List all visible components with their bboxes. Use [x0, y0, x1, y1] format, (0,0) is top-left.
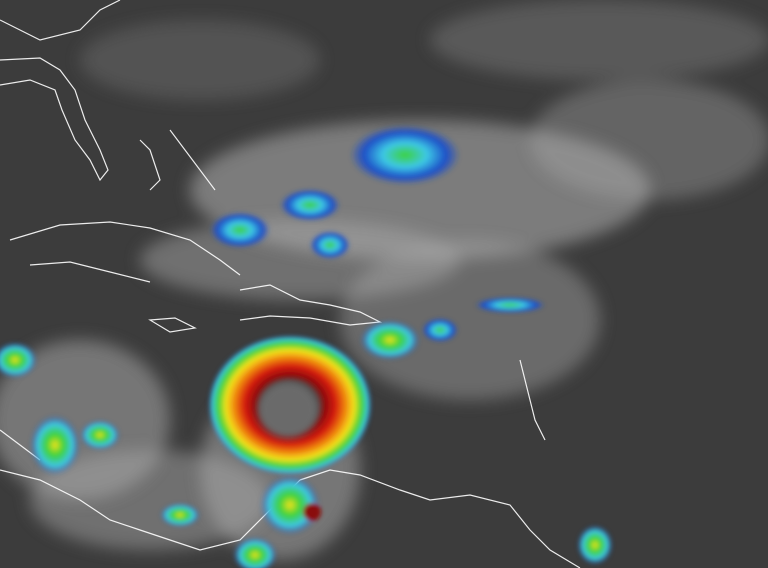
hurricane [208, 335, 372, 475]
hurricane-eye-region [258, 382, 318, 438]
convective-cells [0, 125, 613, 568]
